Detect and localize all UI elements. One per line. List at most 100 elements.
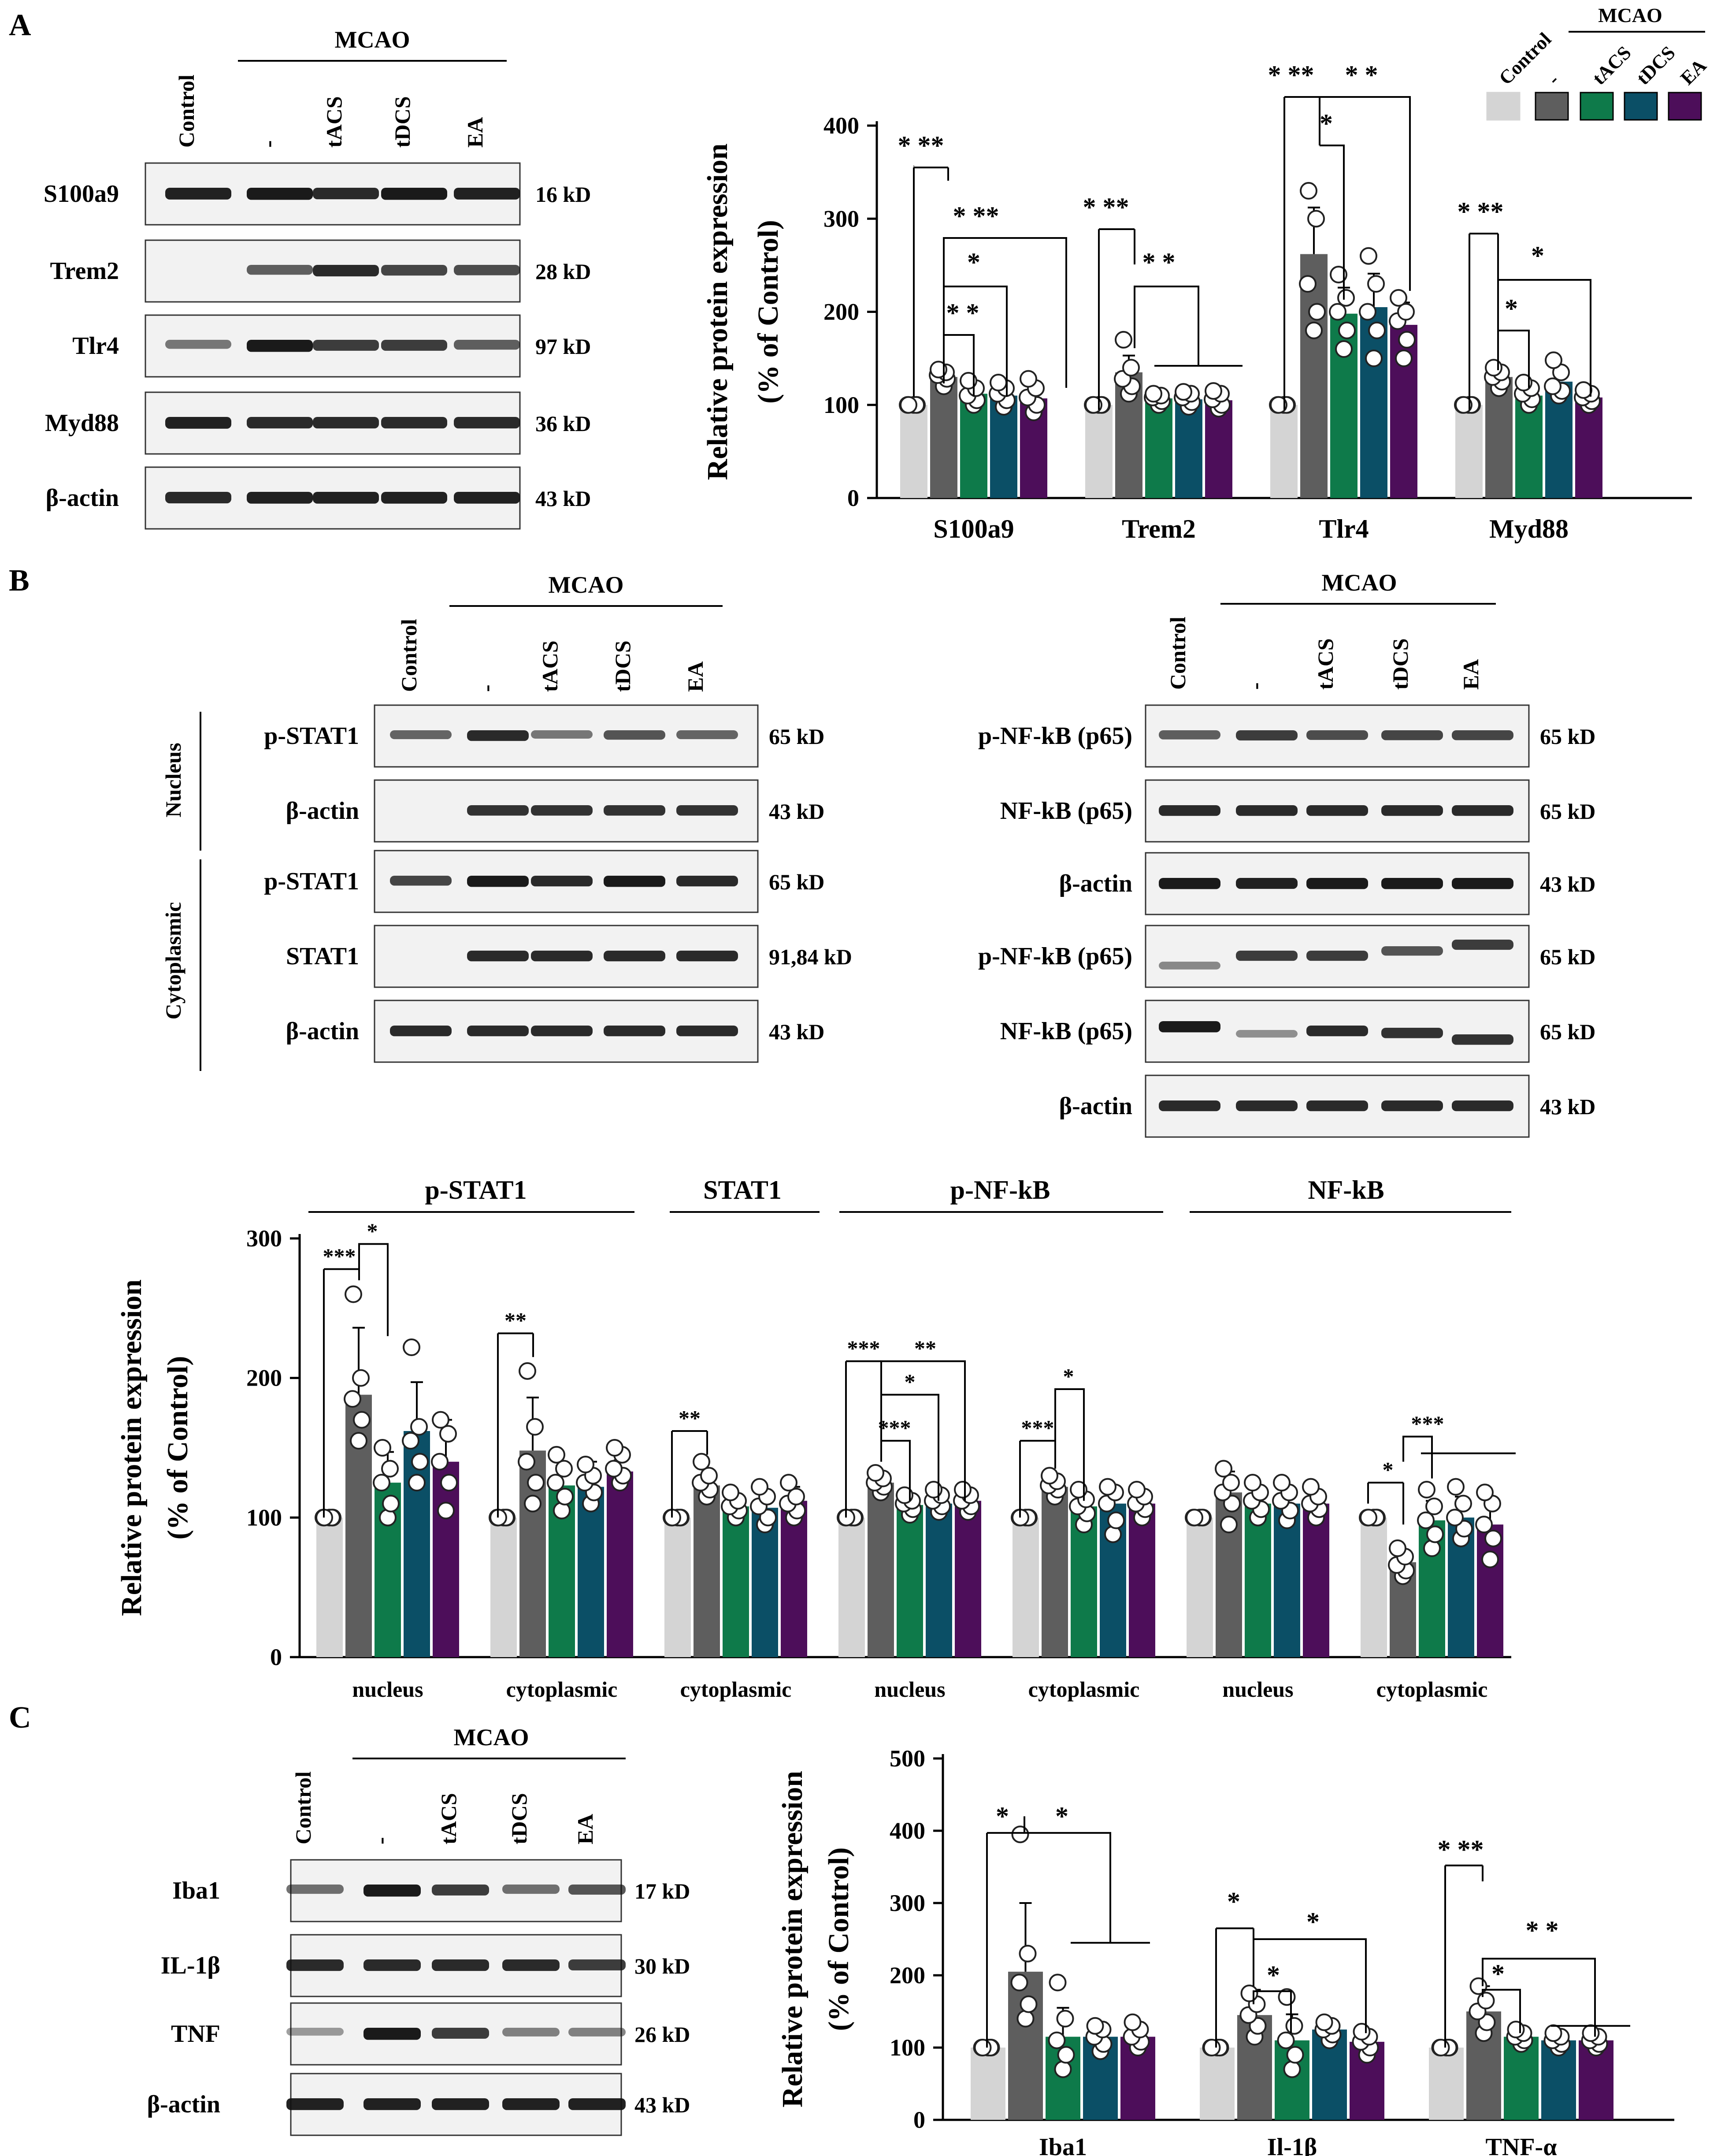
blot-row-kd: 26 kD <box>634 2022 690 2047</box>
bar-Control <box>1187 1517 1213 1657</box>
data-point <box>1286 2046 1304 2064</box>
data-point <box>353 1411 371 1429</box>
y-tick-label: 100 <box>823 392 859 418</box>
significance-stars: * ** <box>1438 1835 1484 1864</box>
blot-row-kd: 65 kD <box>1540 944 1595 969</box>
protein-band <box>502 1959 560 1971</box>
data-point <box>1481 1550 1499 1569</box>
bar-- <box>930 377 957 498</box>
data-point <box>1273 1474 1291 1492</box>
protein-band <box>1452 1100 1513 1111</box>
data-point <box>373 1474 390 1492</box>
protein-band <box>1381 1028 1443 1038</box>
protein-band <box>432 2028 489 2039</box>
lane-label: EA <box>573 1814 597 1844</box>
data-point <box>431 1453 449 1471</box>
blot-row-kd: 36 kD <box>535 411 591 436</box>
data-point <box>759 1509 777 1527</box>
section-label-cytoplasmic: Cytoplasmic <box>161 902 185 1020</box>
data-point <box>1222 1474 1240 1492</box>
data-point <box>1223 1494 1241 1513</box>
blot-row-name: Trem2 <box>50 257 119 285</box>
data-point <box>1360 247 1377 265</box>
protein-band <box>1452 730 1513 740</box>
protein-band <box>390 876 452 886</box>
mcao-label: MCAO <box>454 1724 529 1751</box>
data-point <box>1270 396 1287 414</box>
legend-entry-label: tDCS <box>1632 42 1679 89</box>
blot-row-name: β-actin <box>1059 1093 1132 1120</box>
data-point <box>1360 1509 1377 1527</box>
data-point <box>1417 1511 1435 1529</box>
data-point <box>1455 396 1472 414</box>
blot-row-kd: 43 kD <box>1540 1094 1595 1119</box>
mcao-label: MCAO <box>335 26 410 53</box>
y-tick-label: 300 <box>246 1225 282 1252</box>
x-tick-label: cytoplasmic <box>680 1677 792 1702</box>
bar-EA <box>1575 397 1602 498</box>
protein-band <box>1306 805 1368 816</box>
sig-bracket <box>1320 145 1345 300</box>
data-point <box>1285 2017 1303 2035</box>
bar-Control <box>1270 405 1298 498</box>
y-tick-label: 500 <box>890 1745 925 1772</box>
x-tick-label: cytoplasmic <box>1376 1677 1488 1702</box>
protein-band <box>676 951 738 962</box>
data-point <box>440 1474 458 1492</box>
protein-band <box>1159 805 1220 816</box>
bar-tACS <box>723 1506 749 1657</box>
bar-tACS <box>1145 398 1172 498</box>
bar-EA <box>607 1471 633 1657</box>
y-axis-subtitle: (% of Control) <box>162 1356 194 1540</box>
protein-band <box>531 951 593 962</box>
blot-row-name: β-actin <box>286 797 359 825</box>
protein-band <box>1236 951 1298 961</box>
data-point <box>1011 1825 1029 1844</box>
lane-label: - <box>1243 682 1267 690</box>
sig-bracket <box>943 334 975 397</box>
sig-bracket <box>943 286 1008 397</box>
data-point <box>1329 303 1346 321</box>
significance-stars: * <box>1227 1887 1240 1916</box>
x-tick-label: cytoplasmic <box>506 1677 618 1702</box>
protein-band <box>363 1959 421 1971</box>
data-point <box>1020 1995 1038 2013</box>
sig-bracket <box>1024 1816 1111 1943</box>
data-point <box>1335 340 1353 358</box>
panel-label-B: B <box>9 564 30 598</box>
data-point <box>1390 289 1407 307</box>
protein-band <box>247 340 313 352</box>
bar-tDCS <box>1274 1503 1300 1657</box>
data-point <box>382 1494 400 1513</box>
protein-band <box>1159 878 1220 889</box>
data-point <box>1469 1977 1487 1995</box>
blot-row-name: S100a9 <box>44 180 119 208</box>
data-point <box>780 1474 797 1492</box>
chart-group-header: NF-kB <box>1308 1175 1384 1204</box>
data-point <box>547 1474 564 1492</box>
protein-band <box>286 2028 344 2036</box>
data-point <box>1085 396 1102 414</box>
significance-stars: *** <box>323 1244 356 1268</box>
x-tick-label: nucleus <box>1222 1677 1293 1702</box>
protein-band <box>676 1026 738 1037</box>
significance-stars: ** <box>914 1336 936 1361</box>
y-axis-subtitle: (% of Control) <box>823 1847 855 2031</box>
data-point <box>1300 182 1317 200</box>
protein-band <box>1159 1100 1220 1111</box>
bar-Control <box>1361 1517 1387 1657</box>
protein-band <box>363 2028 421 2040</box>
data-point <box>1305 321 1323 339</box>
bar-- <box>1300 254 1328 498</box>
lane-label: Control <box>291 1771 315 1844</box>
protein-band <box>247 265 313 275</box>
protein-band <box>454 265 520 275</box>
data-point <box>1515 374 1532 392</box>
protein-band <box>531 876 593 887</box>
protein-band <box>165 492 231 504</box>
data-point <box>1353 2022 1371 2041</box>
data-point <box>1477 1992 1495 2010</box>
sig-bracket <box>1482 1989 1521 2033</box>
data-point <box>896 1486 913 1504</box>
